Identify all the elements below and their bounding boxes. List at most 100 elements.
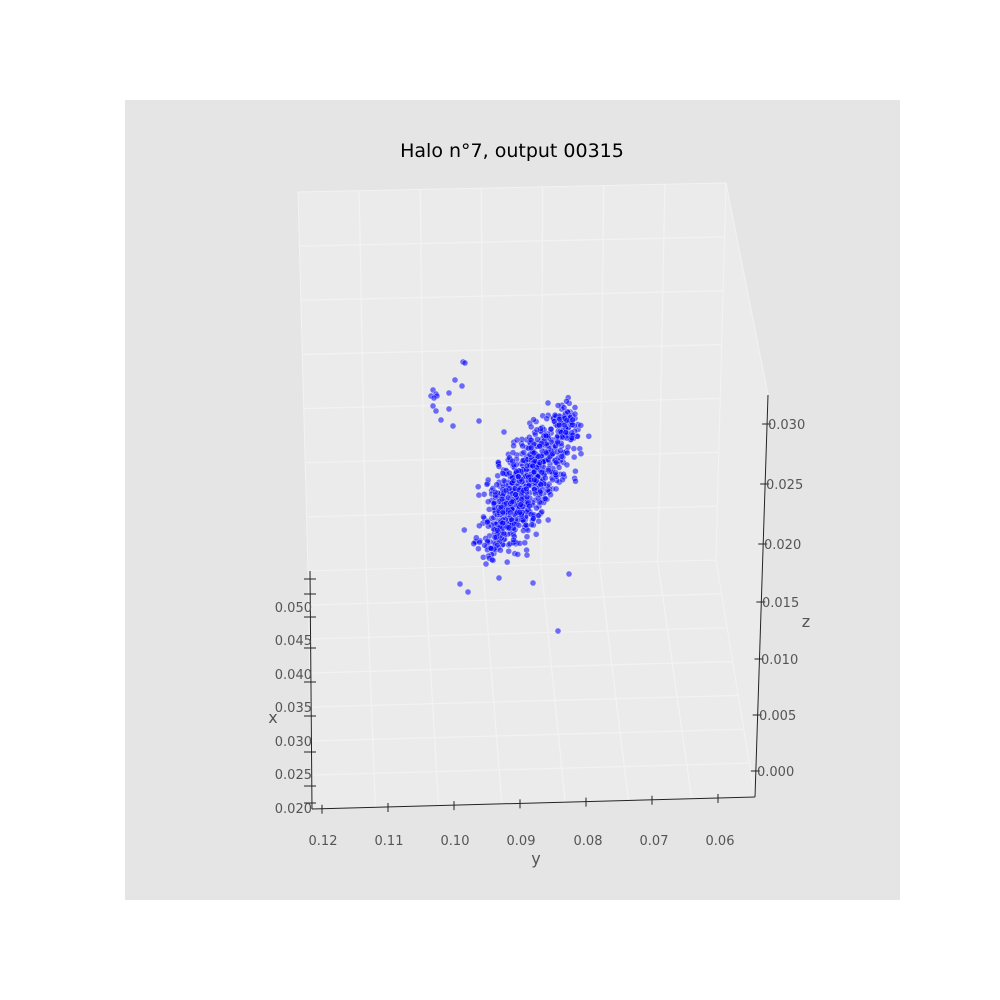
scatter-point bbox=[475, 417, 483, 425]
grid-line bbox=[358, 190, 367, 570]
scatter-point bbox=[449, 422, 457, 430]
scatter-point bbox=[564, 449, 571, 457]
scatter-point bbox=[570, 453, 578, 461]
scatter-point bbox=[522, 521, 530, 529]
grid-line bbox=[299, 236, 725, 247]
scatter-point bbox=[542, 474, 549, 482]
grid-line bbox=[309, 627, 728, 640]
scatter-point bbox=[554, 438, 561, 446]
scatter-point bbox=[510, 477, 518, 485]
scatter-point bbox=[544, 516, 552, 524]
scatter-point bbox=[475, 522, 483, 530]
scatter-point bbox=[568, 434, 576, 442]
scatter-point bbox=[534, 452, 542, 460]
grid-line bbox=[309, 660, 733, 674]
scatter-point bbox=[535, 517, 543, 525]
scatter-point bbox=[563, 417, 571, 424]
scatter-point bbox=[456, 580, 464, 588]
scatter-point bbox=[529, 515, 537, 522]
scatter-point bbox=[542, 432, 550, 440]
grid-line bbox=[598, 563, 630, 801]
scatter-point bbox=[445, 389, 453, 397]
scatter-point bbox=[529, 579, 537, 587]
scatter-point bbox=[520, 449, 528, 456]
scatter-point bbox=[530, 476, 538, 484]
scatter-point bbox=[533, 426, 541, 434]
scatter-point bbox=[512, 491, 519, 498]
x-tick-label: 0.040 bbox=[275, 668, 312, 683]
y-tick-label: 0.09 bbox=[507, 834, 536, 849]
scatter-point bbox=[534, 494, 542, 502]
scatter-point bbox=[464, 588, 472, 596]
scatter-point bbox=[519, 442, 526, 450]
scatter-point bbox=[506, 469, 513, 477]
scatter-point bbox=[562, 428, 570, 436]
z-tick-label: 0.025 bbox=[766, 478, 803, 493]
scatter-point bbox=[481, 542, 488, 549]
scatter-point bbox=[558, 433, 566, 441]
y-tick-label: 0.11 bbox=[375, 834, 404, 849]
scatter-point bbox=[585, 432, 593, 440]
scatter-point bbox=[555, 464, 563, 471]
z-tick-label: 0.005 bbox=[759, 709, 796, 724]
scatter-point bbox=[571, 404, 579, 411]
scatter-point bbox=[527, 423, 535, 431]
scatter-point bbox=[505, 524, 513, 531]
scatter-point bbox=[499, 469, 506, 477]
scatter-point bbox=[458, 382, 466, 390]
scatter-point bbox=[559, 476, 566, 484]
scatter-point bbox=[558, 452, 566, 460]
scatter-point bbox=[509, 449, 517, 456]
scatter-point bbox=[475, 545, 482, 553]
scatter-point bbox=[526, 502, 533, 510]
scatter-point bbox=[564, 443, 572, 451]
scatter-point bbox=[521, 539, 529, 547]
x-tick-label: 0.045 bbox=[275, 634, 312, 649]
scatter-point bbox=[554, 627, 562, 635]
scatter-point bbox=[544, 399, 552, 407]
scatter-point bbox=[528, 521, 536, 529]
scatter-point bbox=[563, 461, 571, 469]
grid-line bbox=[657, 184, 666, 562]
scatter-point bbox=[472, 534, 480, 542]
scatter-point bbox=[445, 405, 453, 413]
scatter-point bbox=[536, 459, 544, 467]
scatter-point bbox=[506, 509, 514, 517]
grid-line bbox=[540, 564, 566, 803]
grid-line bbox=[419, 189, 426, 568]
scatter-point bbox=[563, 397, 570, 405]
scatter-point bbox=[527, 436, 535, 444]
scatter-point bbox=[514, 551, 522, 558]
scatter-point bbox=[484, 498, 492, 506]
x-tick-label: 0.050 bbox=[275, 601, 312, 616]
grid-line bbox=[657, 561, 693, 799]
scatter-point bbox=[523, 493, 531, 501]
grid-line bbox=[482, 566, 503, 804]
scatter-point bbox=[572, 467, 579, 475]
scatter-point bbox=[430, 394, 438, 402]
scatter-point bbox=[577, 450, 585, 458]
scatter-point bbox=[474, 483, 482, 491]
scatter-point bbox=[480, 490, 488, 498]
scatter-point bbox=[493, 526, 501, 534]
scatter-point bbox=[552, 459, 560, 466]
scatter-point bbox=[577, 422, 585, 429]
scatter-point bbox=[508, 498, 516, 506]
axes bbox=[304, 394, 772, 814]
scatter-point bbox=[552, 485, 560, 493]
scatter-point bbox=[451, 376, 459, 384]
scatter-point bbox=[461, 359, 469, 367]
scatter-point bbox=[523, 533, 531, 541]
scatter-point bbox=[523, 551, 531, 559]
scatter-point bbox=[499, 519, 506, 527]
x-axis-line bbox=[309, 570, 313, 810]
scatter-point bbox=[505, 547, 513, 555]
scatter-point bbox=[487, 545, 495, 552]
scatter-point bbox=[543, 415, 551, 423]
grid-line bbox=[300, 290, 724, 301]
scatter-point bbox=[482, 560, 490, 568]
scatter-point bbox=[502, 486, 510, 494]
scatter-point bbox=[470, 540, 478, 548]
scatter-point bbox=[515, 522, 523, 529]
